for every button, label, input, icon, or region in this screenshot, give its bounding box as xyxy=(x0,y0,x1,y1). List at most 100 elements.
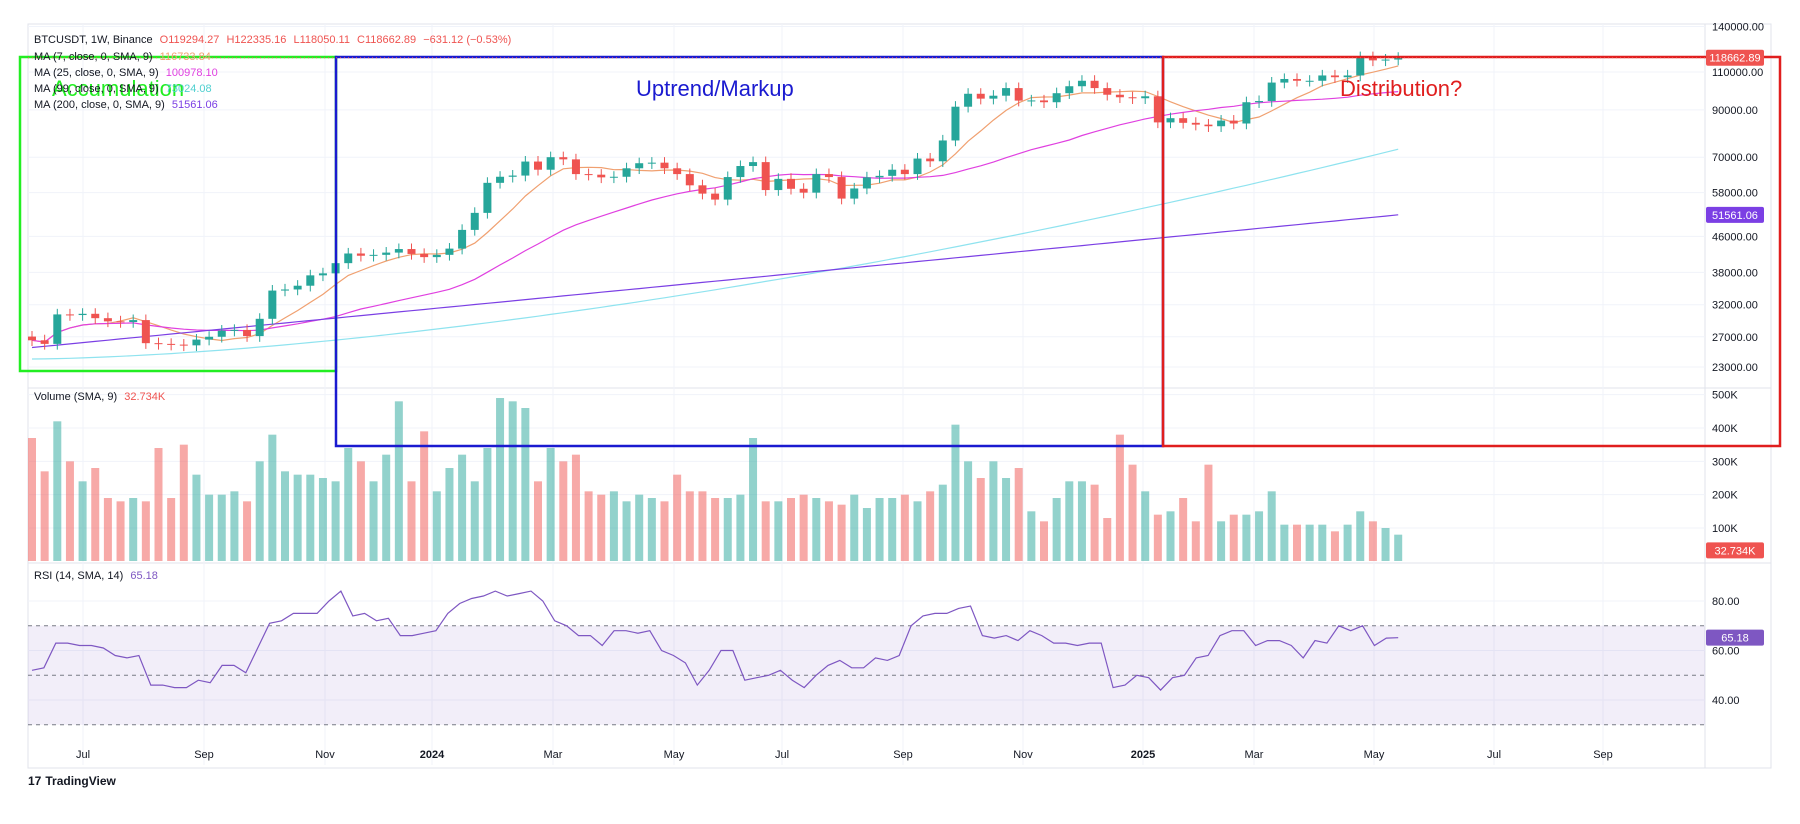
volume-bar xyxy=(1305,524,1314,561)
candle-body xyxy=(91,313,100,319)
volume-bar xyxy=(470,481,479,561)
volume-bar xyxy=(1318,524,1327,561)
rsi-tick-label: 40.00 xyxy=(1712,695,1740,707)
candle-body xyxy=(1255,101,1264,103)
candle-body xyxy=(268,290,277,319)
candle-body xyxy=(1267,82,1276,102)
volume-bar xyxy=(888,498,897,561)
time-tick-label: 2024 xyxy=(420,749,445,761)
rsi-polyline xyxy=(31,590,1399,691)
rsi-legend[interactable]: RSI (14, SMA, 14) 65.18 xyxy=(34,570,162,582)
volume-bar xyxy=(40,471,49,561)
candle-body xyxy=(1014,88,1023,101)
candle-body xyxy=(964,93,973,107)
tradingview-logo[interactable]: 17 TradingView xyxy=(28,774,116,788)
ma25-legend[interactable]: MA (25, close, 0, SMA, 9) 100978.10 xyxy=(34,67,222,79)
volume-bar xyxy=(647,498,656,561)
candle-body xyxy=(660,162,669,169)
volume-bar xyxy=(850,494,859,561)
candle-body xyxy=(774,178,783,191)
price-tick-label: 110000.00 xyxy=(1712,67,1763,79)
volume-bar xyxy=(420,431,429,561)
candle-body xyxy=(711,193,720,200)
volume-bar xyxy=(1255,511,1264,561)
candle-body xyxy=(584,174,593,176)
volume-bar xyxy=(1179,498,1188,561)
candle-body xyxy=(673,168,682,175)
candle-body xyxy=(1229,120,1238,124)
volume-bar xyxy=(1115,434,1124,561)
candle-body xyxy=(458,229,467,249)
volume-bar xyxy=(458,454,467,561)
volume-bar xyxy=(1040,521,1048,561)
candle-body xyxy=(1191,122,1200,125)
candle-body xyxy=(685,174,694,186)
candle-body xyxy=(318,273,327,276)
candle-body xyxy=(723,177,732,200)
annotation-boxes: Accumulation Uptrend/Markup Distribution? xyxy=(18,55,1782,448)
rsi-badge: 65.18 xyxy=(1721,633,1749,645)
volume-bar xyxy=(976,478,985,561)
ma99-line xyxy=(31,148,1399,360)
candle-body xyxy=(546,157,555,170)
candle-body xyxy=(837,177,846,199)
volume-bar xyxy=(900,494,909,561)
rsi-value: 65.18 xyxy=(130,570,158,582)
volume-bar xyxy=(1027,511,1036,561)
volume-bar xyxy=(1267,491,1276,561)
volume-bar xyxy=(1002,478,1011,561)
ma200-legend[interactable]: MA (200, close, 0, SMA, 9) 51561.06 xyxy=(34,99,222,111)
candle-body xyxy=(951,106,960,141)
volume-tick-label: 200K xyxy=(1712,490,1738,502)
candle-body xyxy=(622,168,631,177)
volume-legend[interactable]: Volume (SMA, 9) 32.734K xyxy=(34,391,169,403)
candle-body xyxy=(824,174,833,178)
volume-bar xyxy=(28,438,36,561)
candle-body xyxy=(900,169,909,175)
volume-tick-label: 300K xyxy=(1712,456,1738,468)
volume-bar xyxy=(1293,524,1301,561)
ohlc-low: L118050.11 xyxy=(293,34,350,46)
volume-bar xyxy=(53,421,62,561)
ohlc-open: O119294.27 xyxy=(159,34,220,46)
candle-body xyxy=(1330,75,1339,78)
volume-bar xyxy=(192,474,201,561)
price-tick-label: 23000.00 xyxy=(1712,362,1758,374)
candle-body xyxy=(1115,94,1124,98)
candle-body xyxy=(1305,80,1314,82)
volume-bar xyxy=(1103,518,1112,561)
volume-bar xyxy=(1014,468,1023,561)
uptrend-label: Uptrend/Markup xyxy=(636,76,794,101)
volume-bar xyxy=(1343,524,1352,561)
ma99-legend[interactable]: MA (99, close, 0, SMA, 9) 73024.08 xyxy=(34,83,216,95)
candle-body xyxy=(1040,100,1048,103)
time-tick-label: Mar xyxy=(1245,749,1264,761)
ma7-legend[interactable]: MA (7, close, 0, SMA, 9) 116733.84 xyxy=(34,51,215,63)
ohlc-high: H122335.16 xyxy=(226,34,287,46)
volume-badge: 32.734K xyxy=(1715,545,1757,557)
rsi-line xyxy=(31,590,1399,691)
volume-bar xyxy=(432,491,441,561)
candle-body xyxy=(976,93,985,99)
tradingview-logo-icon: 17 xyxy=(28,774,42,788)
volume-bar xyxy=(369,481,378,561)
candle-body xyxy=(597,174,606,178)
candle-body xyxy=(1343,75,1352,78)
volume-bar xyxy=(799,494,808,561)
volume-bar xyxy=(268,434,277,561)
price-tick-label: 38000.00 xyxy=(1712,267,1758,279)
candle-body xyxy=(167,343,176,345)
price-tick-label: 46000.00 xyxy=(1712,231,1758,243)
volume-bar xyxy=(989,461,998,561)
symbol-label: BTCUSDT, 1W, Binance xyxy=(34,34,153,46)
candle-body xyxy=(1103,88,1112,95)
volume-bar xyxy=(812,498,821,561)
candle-body xyxy=(1394,57,1403,60)
volume-bar xyxy=(534,481,542,561)
volume-bar xyxy=(774,501,783,561)
ma99-value: 73024.08 xyxy=(165,83,212,95)
time-tick-label: Jul xyxy=(775,749,789,761)
volume-bar xyxy=(749,438,758,561)
